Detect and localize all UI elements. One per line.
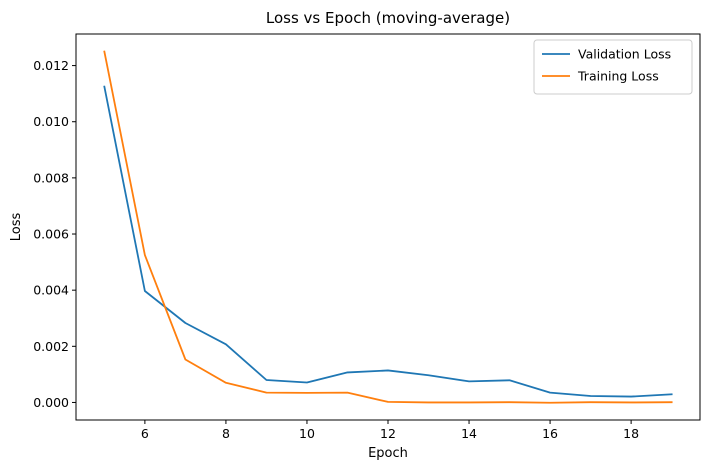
legend-box xyxy=(533,39,693,95)
y-tick-label: 0.010 xyxy=(33,114,69,129)
x-axis: 6 8 10 12 14 16 18 xyxy=(141,420,639,441)
x-tick-label: 18 xyxy=(623,426,639,441)
chart-title: Loss vs Epoch (moving-average) xyxy=(266,9,510,27)
y-tick-label: 0.006 xyxy=(33,227,69,242)
x-tick-label: 8 xyxy=(222,426,230,441)
y-axis: 0.000 0.002 0.004 0.006 0.008 0.010 0.012 xyxy=(33,58,76,410)
y-tick-label: 0.002 xyxy=(33,339,69,354)
series-line-validation-loss xyxy=(103,85,673,398)
y-tick-label: 0.004 xyxy=(33,283,69,298)
series-line-training-loss xyxy=(103,50,673,404)
y-tick-label: 0.008 xyxy=(33,170,69,185)
x-tick-label: 14 xyxy=(461,426,477,441)
x-tick-label: 6 xyxy=(141,426,149,441)
y-axis-label: Loss xyxy=(9,213,24,242)
x-axis-label: Epoch xyxy=(368,446,408,461)
x-tick-label: 16 xyxy=(542,426,558,441)
plot-area xyxy=(103,50,673,404)
y-tick-label: 0.000 xyxy=(33,395,69,410)
x-tick-label: 12 xyxy=(380,426,396,441)
legend: Validation Loss Training Loss xyxy=(533,39,693,95)
legend-label: Validation Loss xyxy=(578,47,671,62)
legend-label: Training Loss xyxy=(577,69,659,84)
x-tick-label: 10 xyxy=(299,426,315,441)
y-tick-label: 0.012 xyxy=(33,58,69,73)
